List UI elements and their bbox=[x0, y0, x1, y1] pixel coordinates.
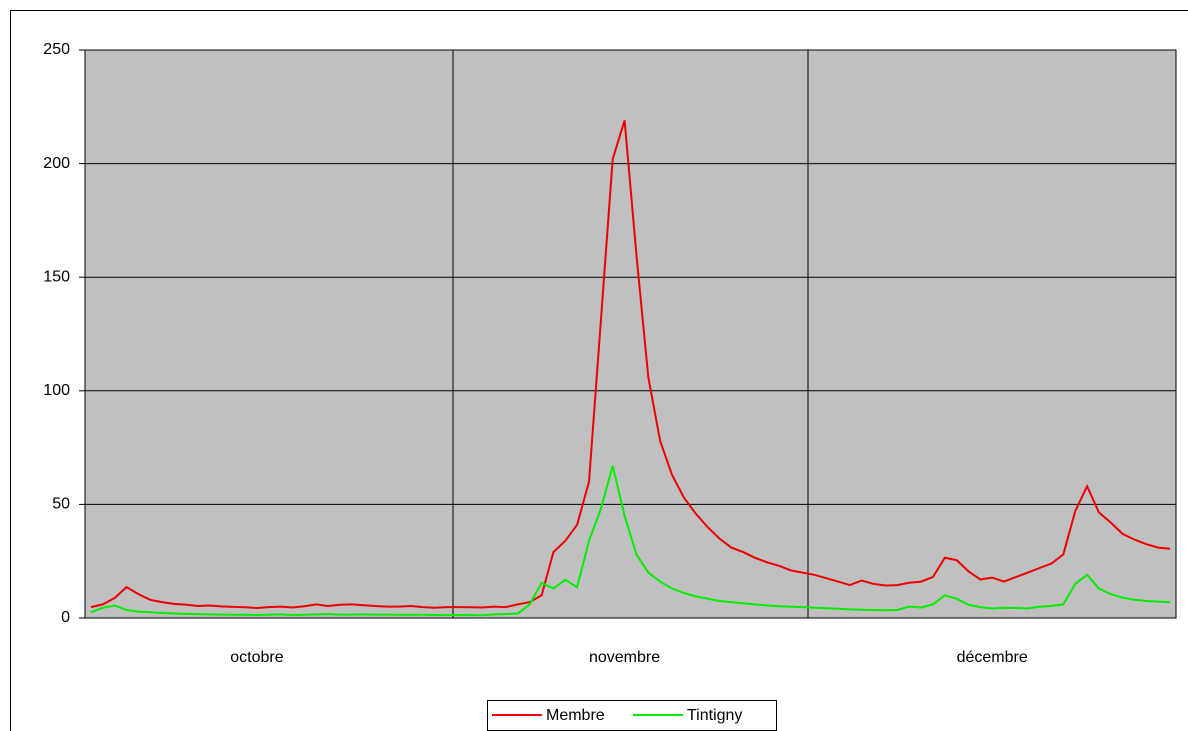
legend bbox=[487, 700, 777, 731]
legend-label: Membre bbox=[546, 707, 605, 724]
line-series bbox=[90, 120, 1171, 610]
x-tick-label: novembre bbox=[589, 649, 660, 666]
y-tick-label: 100 bbox=[43, 382, 70, 399]
y-tick-label: 0 bbox=[61, 609, 70, 626]
y-tick-label: 200 bbox=[43, 155, 70, 172]
plot-area bbox=[84, 49, 1177, 619]
y-tick-label: 50 bbox=[52, 496, 70, 513]
line-series bbox=[90, 465, 1171, 617]
x-tick-label: décembre bbox=[957, 649, 1028, 666]
legend-label: Tintigny bbox=[687, 707, 742, 724]
x-tick-label: octobre bbox=[230, 649, 283, 666]
y-tick-label: 250 bbox=[43, 41, 70, 58]
y-tick-label: 150 bbox=[43, 268, 70, 285]
